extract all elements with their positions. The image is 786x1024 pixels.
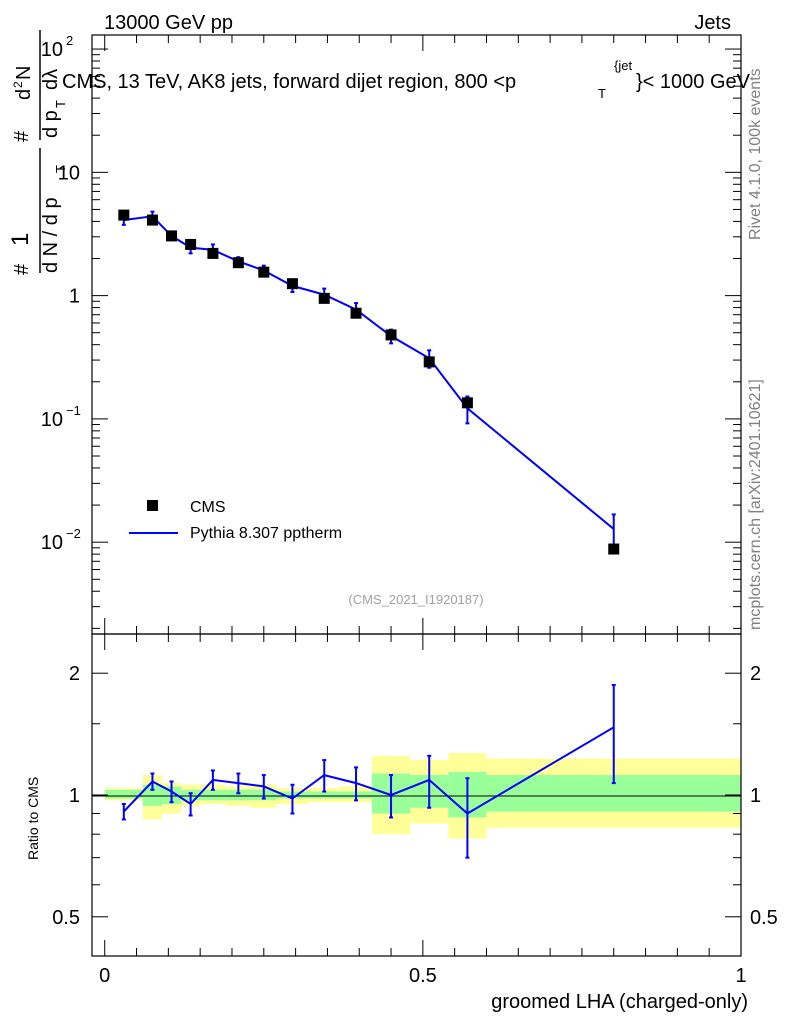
ratio-series — [121, 684, 616, 859]
ratio-band-green — [104, 789, 143, 799]
ratio-y-tick-label-right: 1 — [750, 785, 761, 807]
cms-data-point — [423, 356, 435, 368]
main-y-tick-label: 10 −2 — [41, 526, 81, 554]
rivet-label: Rivet 4.1.0, 100k events — [747, 68, 764, 240]
main-title: CMS, 13 TeV, AK8 jets, forward dijet reg… — [62, 58, 751, 101]
svg-text:d N / d p: d N / d p — [40, 197, 62, 273]
ratio-y-tick-label: 2 — [69, 663, 80, 685]
cms-data-point — [350, 307, 362, 319]
legend-cms-marker — [147, 500, 158, 511]
main-y-tick-base: 10 — [41, 39, 63, 61]
cms-data-point — [258, 266, 270, 278]
cms-data-point — [232, 257, 244, 269]
cms-data-point — [185, 238, 197, 250]
svg-text:d p: d p — [40, 110, 62, 138]
main-y-tick-label: 10 2 — [41, 33, 73, 61]
ratio-band-green — [142, 784, 162, 806]
ratio-xlabel: groomed LHA (charged-only) — [491, 991, 748, 1013]
ratio-band-green — [308, 791, 341, 799]
ratio-x-axis: 0 0.5 1 — [99, 634, 747, 987]
svg-text:{jet: {jet — [614, 58, 632, 73]
cms-data-point — [118, 209, 130, 221]
ratio-x-tick-label: 0.5 — [409, 965, 437, 987]
svg-text:T: T — [53, 165, 68, 173]
cms-data-point — [166, 230, 178, 242]
svg-text:N: N — [13, 66, 35, 80]
ratio-x-tick-label: 0 — [99, 965, 110, 987]
svg-text:d: d — [13, 89, 35, 100]
cms-series — [118, 209, 620, 555]
svg-text:T: T — [598, 86, 606, 101]
main-x-axis-ticks — [104, 35, 742, 634]
main-y-tick-label: 10 −1 — [41, 403, 81, 431]
ratio-y-axis: 2 2 1 1 0.5 0.5 — [52, 663, 778, 929]
main-y-tick-label: 10 — [58, 162, 80, 184]
main-y-tick-exp: 2 — [66, 33, 73, 48]
ratio-band-green — [200, 789, 226, 801]
svg-text:#: # — [11, 130, 33, 142]
main-y-tick-base: 10 — [58, 162, 80, 184]
cms-data-point — [608, 543, 620, 555]
ratio-x-tick-label: 1 — [735, 965, 746, 987]
legend-cms-label: CMS — [190, 499, 226, 516]
header-left: 13000 GeV pp — [104, 12, 233, 34]
cms-data-point — [318, 292, 330, 304]
cms-data-point — [385, 329, 397, 341]
cms-data-point — [286, 278, 298, 290]
svg-text:CMS, 13 TeV, AK8 jets, forward: CMS, 13 TeV, AK8 jets, forward dijet reg… — [62, 71, 516, 93]
ratio-y-tick-label-right: 2 — [750, 663, 761, 685]
ratio-band-green — [225, 789, 252, 801]
main-y-tick-base: 10 — [41, 532, 63, 554]
ratio-y-tick-label: 0.5 — [52, 907, 80, 929]
analysis-watermark: (CMS_2021_I1920187) — [348, 592, 483, 607]
ratio-y-tick-label: 1 — [69, 785, 80, 807]
main-y-tick-base: 10 — [41, 409, 63, 431]
cms-data-point — [207, 247, 219, 259]
main-y-tick-base: 1 — [69, 286, 80, 308]
svg-text:T: T — [53, 100, 68, 108]
main-ylabel: # 1 d N / d p T # d p T dλ d 2 N — [7, 30, 68, 275]
svg-text:1: 1 — [7, 233, 34, 246]
mcplots-label: mcplots.cern.ch [arXiv:2401.10621] — [747, 379, 764, 630]
ratio-ylabel: Ratio to CMS — [25, 777, 41, 860]
main-y-tick-exp: −2 — [66, 526, 81, 541]
main-y-tick-label: 1 — [69, 286, 80, 308]
main-plot-frame — [91, 34, 742, 635]
cms-data-point — [461, 397, 473, 409]
legend-pythia-label: Pythia 8.307 pptherm — [190, 525, 342, 542]
svg-text:#: # — [11, 263, 33, 275]
svg-text:}< 1000 GeV: }< 1000 GeV — [636, 71, 751, 93]
pythia-line — [123, 215, 615, 530]
ratio-line — [123, 726, 615, 815]
cms-data-point — [146, 214, 158, 226]
main-y-tick-exp: −1 — [66, 403, 81, 418]
header-right: Jets — [694, 12, 731, 34]
svg-text:2: 2 — [11, 81, 25, 88]
legend: CMS Pythia 8.307 pptherm — [129, 499, 342, 542]
ratio-y-tick-label-right: 0.5 — [750, 907, 778, 929]
svg-text:dλ: dλ — [40, 69, 62, 90]
